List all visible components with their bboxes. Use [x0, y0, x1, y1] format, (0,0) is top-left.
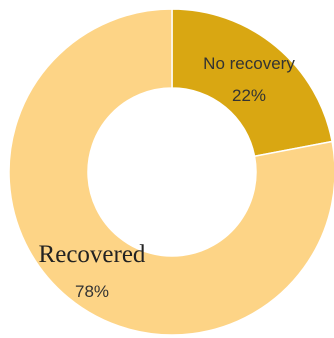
slice-label-recovered: Recovered: [39, 241, 146, 268]
slice-no-recovery: [171, 8, 333, 158]
donut-slices: [8, 8, 334, 336]
slice-value-recovered: 78%: [75, 282, 109, 301]
slice-label-no-recovery: No recovery: [203, 54, 295, 73]
slice-recovered: [8, 8, 334, 336]
slice-value-no-recovery: 22%: [232, 86, 266, 105]
